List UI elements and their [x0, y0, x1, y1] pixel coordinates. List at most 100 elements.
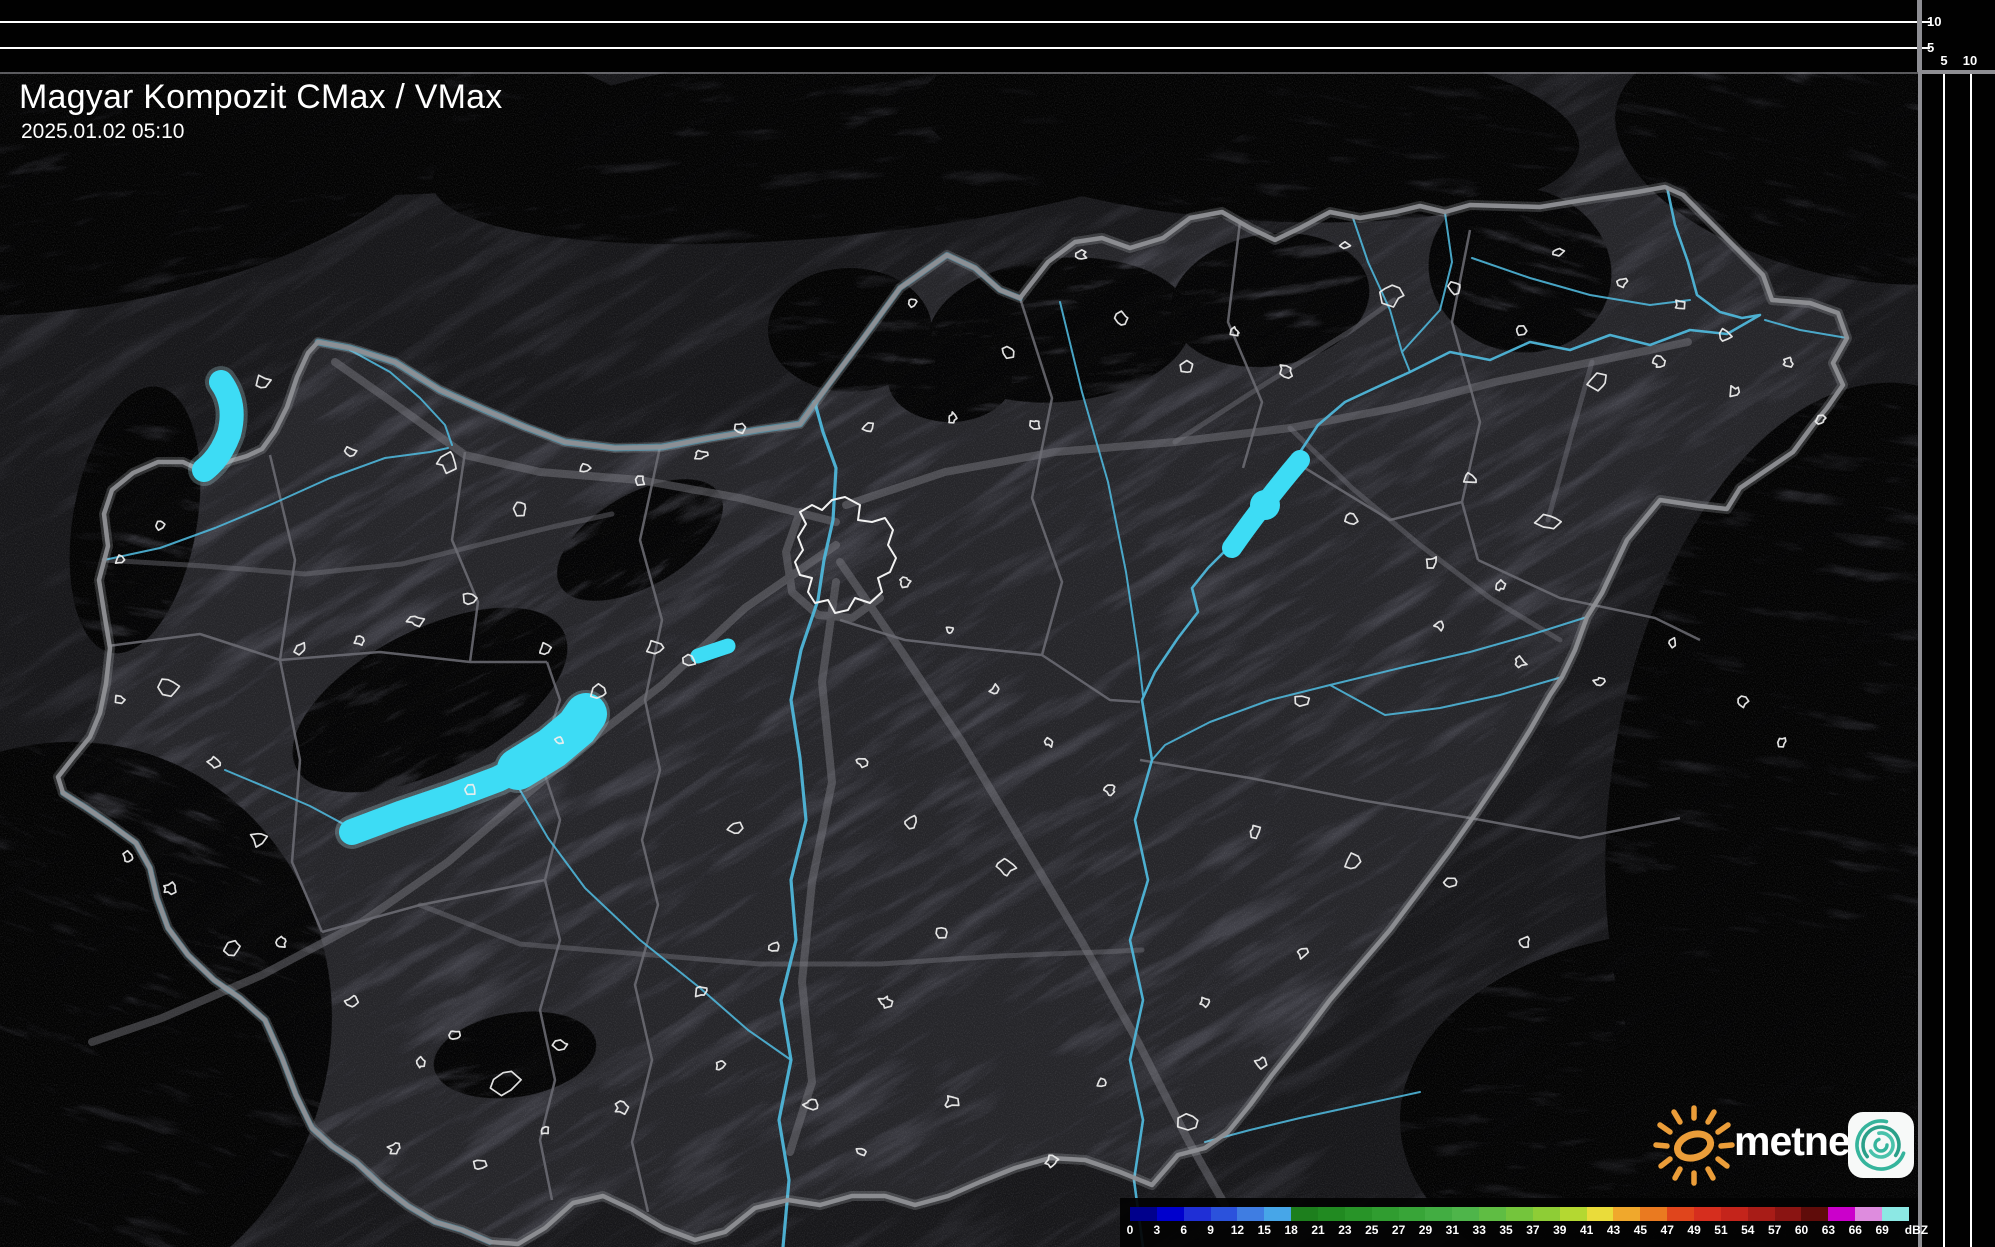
road-south	[417, 902, 1145, 967]
right-axis-label-10: 10	[1962, 53, 1978, 68]
settlement-outline	[1776, 737, 1787, 748]
settlement-outline	[155, 520, 166, 532]
settlement-outline	[448, 1030, 462, 1040]
settlement-outline	[1096, 1077, 1107, 1088]
river-raba	[103, 447, 449, 561]
legend-cell	[1452, 1207, 1480, 1221]
settlement-outline	[1074, 248, 1088, 260]
road-8	[101, 511, 615, 577]
legend-tick-label: 31	[1445, 1223, 1460, 1237]
settlement-outline	[386, 1142, 401, 1155]
legend-tick-label: 35	[1499, 1223, 1513, 1237]
settlement-outline	[1495, 579, 1507, 592]
top-axis-stub-10	[1922, 21, 1930, 23]
legend-tick-label: 43	[1606, 1223, 1621, 1237]
right-graph-panel	[1922, 0, 1995, 1247]
logo-text: metnet	[1734, 1118, 1863, 1164]
river-mosoni-duna	[349, 349, 453, 446]
legend-tick-label: 63	[1821, 1223, 1836, 1237]
settlement-outline	[935, 926, 948, 939]
legend-tick-label: 47	[1660, 1223, 1674, 1237]
settlement-outline	[415, 1055, 426, 1069]
legend-tick-label: 25	[1365, 1223, 1379, 1237]
lakes	[188, 366, 1310, 849]
settlement-outline	[1462, 471, 1477, 484]
settlement-outline	[899, 576, 912, 589]
road-debrecen	[1545, 359, 1595, 523]
settlement-outline	[944, 1095, 960, 1109]
settlement-outline	[995, 857, 1018, 877]
settlement-outline	[614, 1100, 630, 1116]
panel-divider	[1917, 0, 1922, 1247]
settlement-outline	[1179, 359, 1194, 374]
legend-tick-label: 66	[1848, 1223, 1862, 1237]
legend-tick-label: 49	[1687, 1223, 1701, 1237]
settlement-outline	[1729, 384, 1741, 398]
legend-cell	[1747, 1207, 1775, 1221]
top-axis-label-10: 10	[1927, 14, 1942, 29]
road-northeast	[1287, 425, 1563, 643]
settlement-outline	[293, 641, 306, 656]
settlement-outline	[907, 298, 918, 309]
settlement-outline	[1674, 299, 1686, 310]
road-m0	[782, 508, 884, 622]
settlement-outline	[405, 615, 426, 628]
settlement-outline	[222, 939, 241, 957]
sun-icon	[1653, 1105, 1735, 1186]
settlement-outline	[855, 1147, 867, 1157]
settlement-outline	[1029, 419, 1041, 430]
legend-cell	[1613, 1207, 1641, 1221]
settlement-outline	[553, 736, 565, 745]
legend-cell	[1801, 1207, 1829, 1221]
radar-map	[0, 72, 1918, 1247]
legend-tick-label: 29	[1418, 1223, 1433, 1237]
settlement-outlines	[114, 240, 1827, 1171]
legend-tick-label: 51	[1714, 1223, 1728, 1237]
settlement-outline	[1518, 935, 1530, 949]
settlement-outline	[1515, 324, 1528, 337]
top-graph-band	[0, 0, 1918, 72]
road-m30	[1172, 297, 1397, 445]
settlement-budapest	[794, 496, 897, 614]
lake-ferto	[192, 370, 244, 482]
settlement-outline	[694, 985, 708, 998]
settlement-outline	[945, 626, 954, 635]
settlement-outline	[114, 554, 126, 564]
settlement-outline	[681, 653, 697, 667]
legend-tick-label: 21	[1311, 1223, 1325, 1237]
settlement-outline	[1249, 824, 1262, 840]
settlement-outline	[1533, 513, 1563, 530]
settlement-outline	[1253, 1056, 1268, 1070]
terrain-grain	[0, 72, 1918, 1247]
map-top-edge	[0, 72, 1918, 74]
legend-cell	[1667, 1207, 1695, 1221]
settlement-outline	[1592, 676, 1606, 687]
road-m3	[842, 338, 1692, 509]
legend-cell	[1291, 1207, 1319, 1221]
legend-cell	[1344, 1207, 1372, 1221]
legend-tick-label: 54	[1741, 1223, 1755, 1237]
legend-tick-label: 18	[1284, 1223, 1298, 1237]
legend-tick-label: 37	[1526, 1223, 1540, 1237]
settlement-outline	[275, 935, 287, 948]
settlement-outline	[1425, 556, 1438, 569]
legend-tick-label: 23	[1338, 1223, 1352, 1237]
legend-tick-label: 3	[1153, 1223, 1161, 1237]
settlement-outline	[472, 1159, 488, 1171]
legend-cell	[1720, 1207, 1748, 1221]
legend-tick-label: 15	[1257, 1223, 1271, 1237]
river-maros	[1204, 1091, 1421, 1143]
legend-tick-label: 12	[1230, 1223, 1245, 1237]
settlement-outline	[645, 639, 665, 655]
settlement-outline	[1447, 280, 1461, 296]
settlement-outline	[1442, 877, 1458, 888]
road-m1	[331, 358, 840, 526]
settlement-outline	[114, 694, 126, 705]
legend-tick-label: 27	[1391, 1223, 1406, 1237]
legend-cell	[1425, 1207, 1453, 1221]
settlement-outline	[694, 449, 709, 460]
legend-tick-label: 57	[1768, 1223, 1782, 1237]
settlement-outline	[733, 422, 747, 435]
motorway-network	[88, 338, 1692, 1209]
